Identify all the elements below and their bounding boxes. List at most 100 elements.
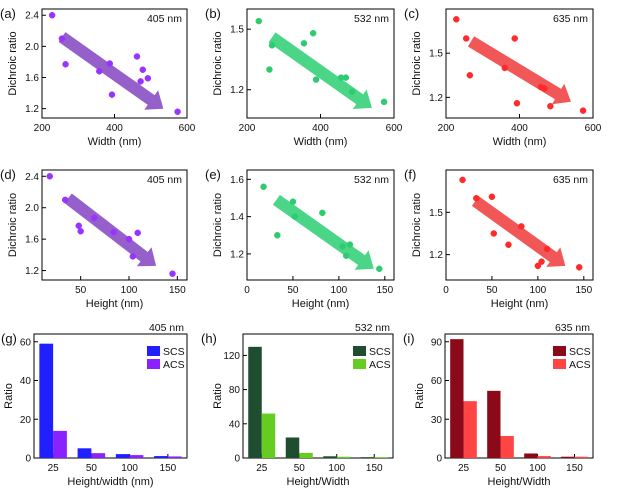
panel-a: 200 400 600 1.2 1.6 2.0 2.4 405 nm Width (nm) Dic… bbox=[0, 6, 196, 148]
data-point bbox=[380, 98, 388, 106]
x-axis-label: Width (nm) bbox=[88, 136, 142, 148]
x-axis-label: Height/width (nm) bbox=[67, 476, 153, 488]
data-point bbox=[125, 235, 133, 243]
y-tick-label: 1.2 bbox=[429, 93, 443, 104]
y-tick-label: 1.2 bbox=[230, 249, 244, 260]
bar-scs bbox=[487, 390, 501, 458]
bar-acs bbox=[129, 455, 144, 458]
y-axis-label: Dichroic ratio bbox=[7, 31, 19, 95]
data-point bbox=[518, 223, 525, 230]
plot-frame bbox=[33, 333, 188, 459]
data-point bbox=[462, 35, 470, 42]
data-point bbox=[48, 11, 56, 19]
trend-arrow bbox=[58, 32, 164, 110]
panel-letter: (c) bbox=[404, 6, 419, 21]
bar-scs bbox=[323, 456, 337, 458]
y-axis-label: Dichroic ratio bbox=[411, 31, 423, 95]
panel-letter: (f) bbox=[404, 167, 416, 182]
y-tick-label: 1.2 bbox=[25, 266, 39, 277]
x-tick-label: 200 bbox=[239, 123, 256, 134]
x-tick-label: 100 bbox=[328, 463, 345, 474]
panel-letter: (g) bbox=[1, 331, 17, 346]
data-point bbox=[75, 222, 82, 230]
data-point bbox=[511, 35, 518, 42]
data-point bbox=[266, 66, 273, 73]
x-tick-label: 150 bbox=[169, 285, 186, 296]
data-point bbox=[300, 40, 308, 47]
data-point bbox=[459, 176, 466, 184]
data-point bbox=[505, 241, 512, 248]
data-point bbox=[255, 17, 263, 25]
legend-label: SCS bbox=[569, 346, 591, 358]
data-point bbox=[144, 75, 152, 82]
x-axis-label: Width (nm) bbox=[493, 136, 547, 148]
y-tick-label: 1.2 bbox=[230, 85, 244, 96]
y-tick-label: 120 bbox=[223, 351, 240, 362]
bar-scs bbox=[154, 456, 168, 458]
data-point bbox=[106, 60, 114, 67]
bar-acs bbox=[53, 430, 67, 458]
plot-frame bbox=[444, 333, 594, 459]
data-point bbox=[62, 61, 69, 68]
data-point bbox=[312, 76, 320, 83]
y-tick-label: 60 bbox=[20, 337, 32, 348]
wavelength-label: 532 nm bbox=[354, 174, 389, 186]
x-axis-label: Width (nm) bbox=[294, 136, 348, 148]
x-tick-label: 25 bbox=[256, 463, 268, 474]
panel-f: 0 50 100 150 1.2 1.5 635 nm Height (nm) Dichroic… bbox=[404, 167, 594, 310]
x-tick-label: 600 bbox=[386, 123, 403, 134]
data-point bbox=[488, 193, 496, 201]
bar-scs bbox=[39, 343, 54, 458]
data-point bbox=[96, 68, 103, 75]
bar-acs bbox=[336, 456, 351, 458]
data-point bbox=[501, 64, 509, 72]
x-tick-label: 50 bbox=[86, 463, 98, 474]
x-tick-label: 25 bbox=[458, 463, 470, 474]
bar-acs bbox=[574, 456, 588, 458]
data-point bbox=[473, 194, 480, 202]
legend-label: ACS bbox=[369, 359, 391, 371]
data-point bbox=[169, 270, 176, 277]
wavelength-label: 405 nm bbox=[149, 322, 184, 334]
x-tick-label: 0 bbox=[244, 285, 250, 296]
y-tick-label: 1.5 bbox=[429, 208, 443, 219]
x-tick-label: 100 bbox=[121, 463, 138, 474]
y-axis-label: Dichroic ratio bbox=[212, 31, 224, 95]
bar-scs bbox=[450, 339, 464, 458]
panel-c: 200 400 600 1.2 1.5 635 nm Width (nm) Dichroic … bbox=[404, 6, 602, 148]
x-tick-label: 50 bbox=[75, 285, 87, 296]
plot-frame bbox=[445, 169, 594, 281]
data-point bbox=[342, 252, 350, 260]
x-tick-label: 600 bbox=[585, 123, 602, 134]
y-tick-label: 0 bbox=[234, 454, 240, 465]
panel-letter: (h) bbox=[201, 331, 217, 346]
data-point bbox=[376, 265, 383, 273]
x-tick-label: 150 bbox=[160, 463, 177, 474]
data-point bbox=[342, 74, 350, 81]
data-point bbox=[268, 42, 276, 49]
y-tick-label: 40 bbox=[229, 419, 241, 430]
data-point bbox=[108, 91, 116, 98]
x-tick-label: 50 bbox=[486, 285, 498, 296]
y-axis-label: Dichroic ratio bbox=[411, 193, 423, 257]
panel-e: 0 50 100 150 1.2 1.4 1.6 532 nm Height (nm) Dichr… bbox=[205, 167, 395, 310]
x-tick-label: 25 bbox=[48, 463, 60, 474]
y-tick-label: 90 bbox=[431, 337, 443, 348]
y-tick-label: 1.2 bbox=[429, 250, 443, 261]
y-axis-label: Dichroic ratio bbox=[212, 193, 224, 257]
bar-scs bbox=[248, 346, 262, 458]
bar-acs bbox=[463, 401, 477, 458]
x-tick-label: 600 bbox=[179, 123, 196, 134]
legend-swatch bbox=[553, 346, 566, 356]
data-point bbox=[139, 66, 147, 73]
x-axis-label: Height/Width bbox=[287, 476, 350, 488]
data-point bbox=[543, 245, 551, 253]
y-tick-label: 60 bbox=[431, 376, 443, 387]
data-point bbox=[137, 78, 144, 85]
x-tick-label: 100 bbox=[530, 285, 547, 296]
data-point bbox=[129, 253, 137, 260]
y-tick-label: 20 bbox=[20, 415, 32, 426]
trend-arrow bbox=[272, 194, 374, 270]
legend-label: ACS bbox=[163, 359, 185, 371]
